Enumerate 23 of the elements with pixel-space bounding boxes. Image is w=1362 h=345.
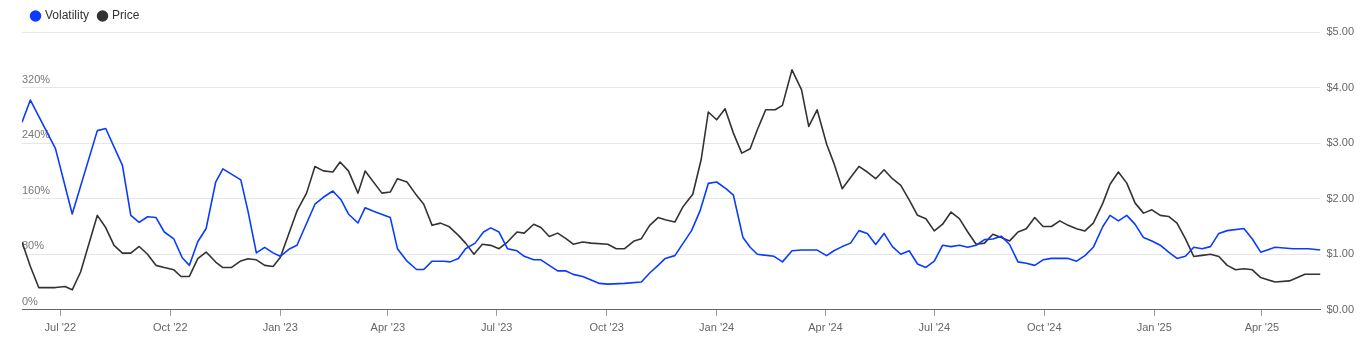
y2-tick-label: $4.00 bbox=[1326, 80, 1354, 93]
x-tick-label: Apr '24 bbox=[808, 321, 843, 334]
x-tick-label: Oct '24 bbox=[1027, 321, 1062, 334]
y2-tick-label: $5.00 bbox=[1326, 25, 1354, 38]
legend-label: Volatility bbox=[45, 8, 90, 23]
x-tick-label: Apr '23 bbox=[370, 321, 406, 334]
y-tick-label: 160% bbox=[22, 183, 51, 196]
x-tick-label: Oct '22 bbox=[153, 321, 188, 334]
y2-tick-label: $1.00 bbox=[1326, 247, 1354, 260]
x-tick-label: Jan '25 bbox=[1136, 321, 1172, 334]
legend-label: Price bbox=[112, 8, 140, 23]
x-tick-label: Jul '23 bbox=[480, 321, 513, 334]
x-tick-label: Apr '25 bbox=[1244, 321, 1280, 334]
y-tick-label: 320% bbox=[22, 72, 51, 85]
x-tick-label: Oct '23 bbox=[589, 321, 624, 334]
x-tick-label: Jul '24 bbox=[918, 321, 951, 334]
x-tick-label: Jan '24 bbox=[699, 321, 735, 334]
x-tick-label: Jan '23 bbox=[262, 321, 298, 334]
y2-tick-label: $2.00 bbox=[1326, 191, 1354, 204]
y2-tick-label: $0.00 bbox=[1326, 302, 1354, 315]
y2-tick-label: $3.00 bbox=[1326, 136, 1354, 149]
x-tick-label: Jul '22 bbox=[44, 321, 76, 334]
y-tick-label: 0% bbox=[22, 294, 39, 307]
